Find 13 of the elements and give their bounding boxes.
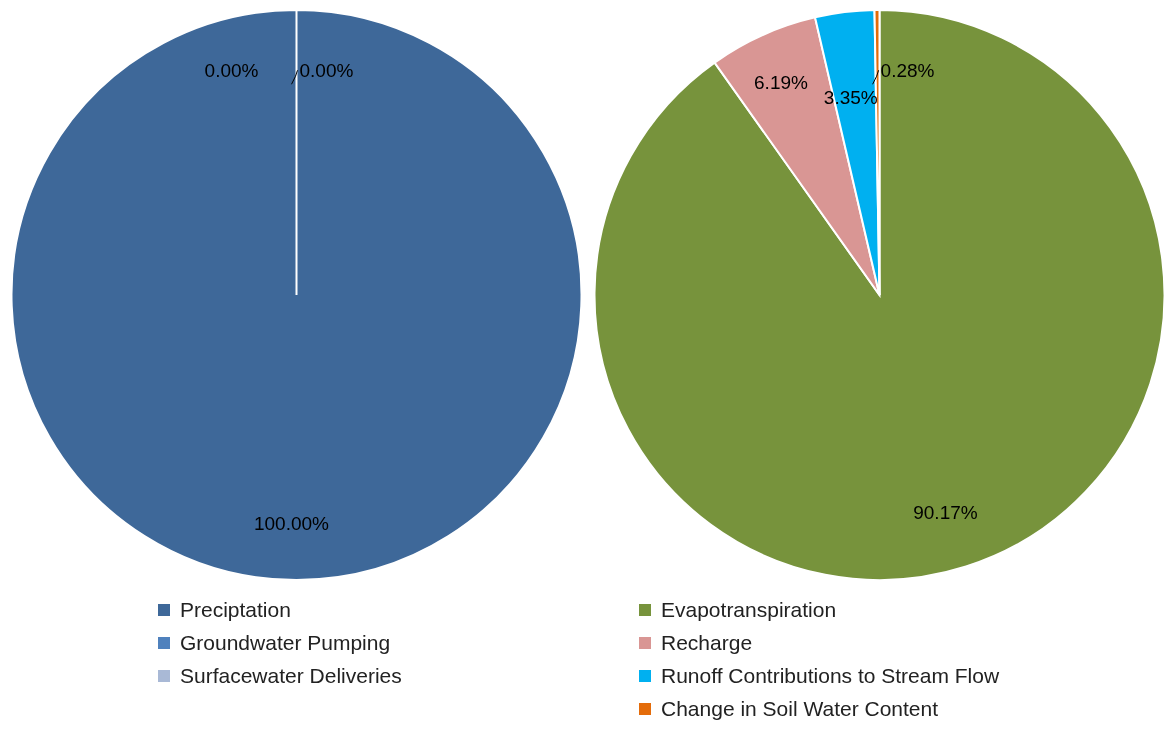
legend-label: Recharge xyxy=(661,630,753,655)
legend-label: Groundwater Pumping xyxy=(180,630,391,655)
text: 0.00% xyxy=(299,59,354,81)
legend-label: Runoff Contributions to Stream Flow xyxy=(661,663,1000,688)
text: 0.00% xyxy=(204,59,259,81)
data-label: 100.00% xyxy=(253,513,330,535)
data-label: 0.28% xyxy=(880,59,935,81)
data-label: 90.17% xyxy=(913,502,978,524)
legend-label: Evapotranspiration xyxy=(661,597,837,622)
legend-label: Change in Soil Water Content xyxy=(661,696,939,721)
legend-label: Preciptation xyxy=(180,597,291,622)
legend-label: Surfacewater Deliveries xyxy=(180,663,402,688)
data-label: 6.19% xyxy=(754,71,809,93)
